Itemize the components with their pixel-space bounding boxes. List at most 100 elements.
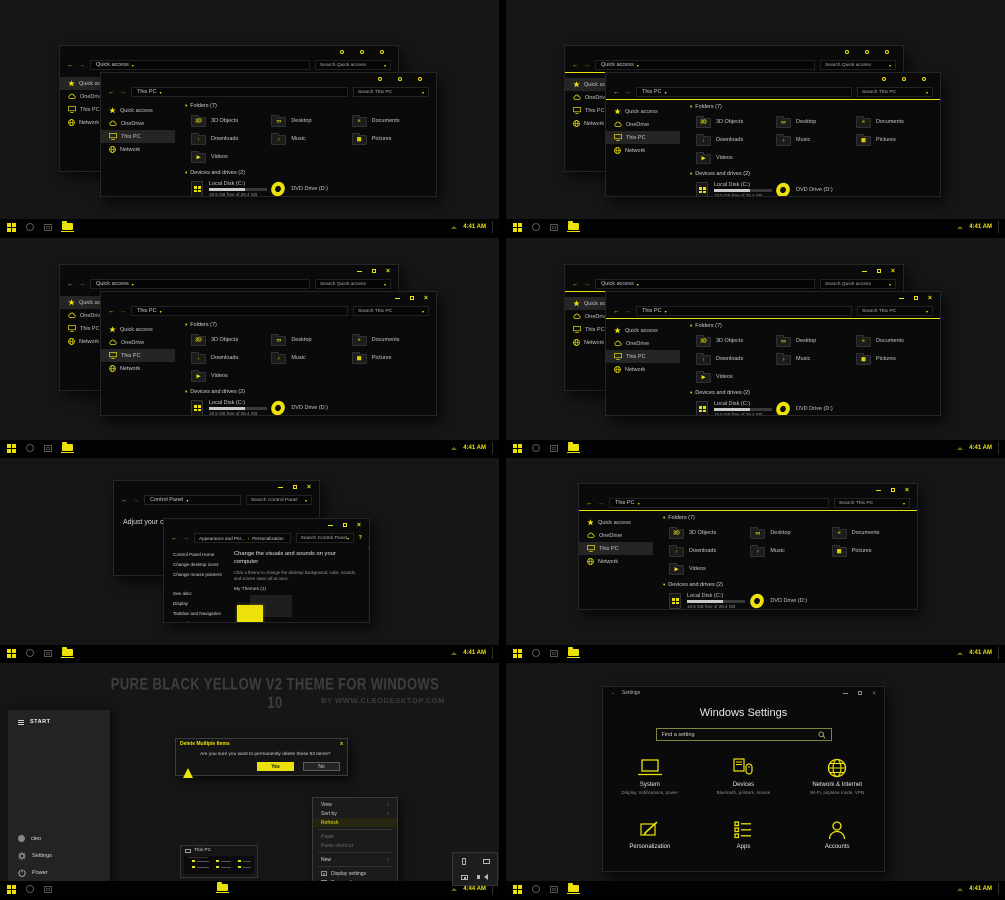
drive-tile-local-disk[interactable]: Local Disk (C:) 18.5 GB free of 29.4 GB [696, 398, 776, 415]
maximize-button[interactable] [865, 50, 869, 54]
maximize-button[interactable] [902, 77, 906, 81]
folder-tile-videos[interactable]: ▶ Videos [696, 149, 776, 167]
taskbar-clock[interactable]: 4:41 AM [969, 650, 992, 656]
sidebar-item-onedrive[interactable]: OneDrive [565, 310, 639, 323]
search-input[interactable]: Search This PC ▾ [834, 498, 910, 508]
window-titlebar[interactable]: × [101, 292, 436, 304]
sidebar-link[interactable]: Change mouse pointers [173, 572, 222, 577]
close-button[interactable] [885, 50, 889, 54]
start-button[interactable] [513, 884, 522, 894]
search-input[interactable]: Search This PC ▾ [353, 87, 429, 97]
folder-tile-videos[interactable]: ▶ Videos [669, 560, 750, 578]
window-titlebar[interactable]: × [114, 481, 319, 493]
task-view-button[interactable] [44, 649, 52, 657]
search-dropdown-icon[interactable]: ▾ [304, 497, 307, 503]
sidebar-item-this-pc[interactable]: This PC [565, 104, 639, 117]
maximize-button[interactable] [342, 523, 347, 527]
maximize-button[interactable] [409, 296, 414, 300]
folder-tile-downloads[interactable]: ↓ Downloads [696, 131, 776, 149]
folder-tile-music[interactable]: ♪ Music [776, 350, 856, 368]
sidebar-item-onedrive[interactable]: OneDrive [101, 336, 175, 349]
minimize-button[interactable] [843, 692, 849, 694]
maximize-button[interactable] [913, 296, 918, 300]
sidebar-item-onedrive[interactable]: OneDrive [60, 90, 134, 103]
sidebar-item-this-pc[interactable]: This PC [565, 323, 639, 336]
sidebar-item-network[interactable]: Network [606, 144, 680, 157]
task-view-button[interactable] [550, 885, 558, 893]
sidebar-item-network[interactable]: Network [101, 362, 175, 375]
sidebar-link[interactable]: Change desktop icons [173, 562, 219, 567]
search-dropdown-icon[interactable]: ▾ [347, 535, 350, 541]
scrollbar[interactable] [368, 545, 369, 622]
settings-tile-accounts[interactable]: Accounts [793, 820, 881, 852]
window-titlebar[interactable]: × [565, 46, 903, 58]
folder-tile-3d-objects[interactable]: 3D 3D Objects [696, 332, 776, 350]
close-button[interactable]: × [890, 267, 895, 275]
close-icon[interactable]: x [339, 740, 343, 747]
start-button[interactable] [7, 443, 16, 453]
breadcrumb-segment[interactable]: Personalization [252, 535, 284, 541]
task-view-button[interactable] [550, 444, 558, 452]
devices-group-header[interactable]: ▾ Devices and drives (2) [185, 168, 432, 178]
show-desktop-button[interactable] [998, 221, 1000, 233]
back-button[interactable]: ← [67, 61, 74, 69]
folder-tile-videos[interactable]: ▶ Videos [191, 367, 271, 385]
maximize-button[interactable] [398, 77, 402, 81]
sidebar-item-onedrive[interactable]: OneDrive [101, 117, 175, 130]
folders-group-header[interactable]: ▾ Folders (7) [663, 513, 913, 523]
search-dropdown-icon[interactable]: ▾ [421, 89, 424, 95]
keyboard-icon[interactable] [482, 858, 490, 864]
tray-expand-arrow[interactable] [451, 225, 458, 229]
sidebar-item-network[interactable]: Network [60, 335, 134, 348]
show-desktop-button[interactable] [998, 442, 1000, 454]
folder-tile-documents[interactable]: ≡ Documents [351, 331, 432, 349]
forward-button[interactable]: → [583, 280, 591, 288]
collapse-chevron-icon[interactable]: ▾ [663, 582, 666, 587]
sidebar-item-quick-access[interactable]: Quick access [606, 105, 680, 118]
context-menu-item-view[interactable]: View › [321, 801, 389, 808]
sidebar-item-onedrive[interactable]: OneDrive [606, 337, 680, 350]
forward-button[interactable]: → [624, 307, 632, 315]
address-bar[interactable]: Quick access ▾ [90, 279, 310, 289]
taskbar-thumbnail-preview[interactable]: This PC [180, 845, 258, 878]
file-explorer-taskbar-button[interactable] [61, 646, 74, 658]
search-input[interactable]: Search Control Panel ▾ [246, 495, 312, 505]
sidebar-link[interactable]: Ease of Access Center [173, 621, 228, 622]
maximize-button[interactable] [876, 269, 881, 273]
close-button[interactable]: × [872, 689, 876, 697]
drive-tile-local-disk[interactable]: Local Disk (C:) 18.5 GB free of 29.4 GB [191, 397, 271, 415]
folder-tile-3d-objects[interactable]: 3D 3D Objects [669, 524, 750, 542]
address-bar[interactable]: Control Panel ▾ [144, 495, 241, 505]
sidebar-item-quick-access[interactable]: Quick access [101, 323, 175, 336]
devices-group-header[interactable]: ▾ Devices and drives (2) [690, 388, 936, 398]
close-button[interactable] [380, 50, 384, 54]
folder-tile-desktop[interactable]: ▭ Desktop [750, 524, 831, 542]
address-bar[interactable]: This PC ▾ [131, 306, 348, 316]
yes-button[interactable]: Yes [257, 762, 294, 771]
folder-tile-pictures[interactable]: ▦ Pictures [831, 542, 913, 560]
window-titlebar[interactable]: × [579, 484, 917, 496]
minimize-button[interactable] [394, 297, 400, 299]
start-button[interactable] [513, 443, 522, 453]
tray-expand-arrow[interactable] [957, 651, 964, 655]
minimize-button[interactable] [378, 77, 382, 81]
collapse-chevron-icon[interactable]: ▾ [690, 171, 693, 176]
file-explorer-taskbar-button[interactable] [61, 220, 74, 232]
touchpad-icon[interactable] [460, 874, 468, 880]
close-button[interactable]: × [356, 521, 361, 529]
back-button[interactable]: ← [108, 88, 115, 96]
folders-group-header[interactable]: ▾ Folders (7) [185, 320, 432, 330]
minimize-button[interactable] [356, 270, 362, 272]
sidebar-item-quick-access[interactable]: Quick access [606, 324, 680, 337]
start-button[interactable] [7, 648, 16, 658]
sidebar-item-network[interactable]: Network [579, 555, 653, 568]
sidebar-item-this-pc[interactable]: This PC [101, 130, 175, 143]
search-dropdown-icon[interactable]: ▾ [888, 281, 891, 287]
back-button[interactable]: ← [572, 61, 579, 69]
task-view-button[interactable] [44, 223, 52, 231]
maximize-button[interactable] [360, 50, 364, 54]
folder-tile-music[interactable]: ♪ Music [750, 542, 831, 560]
tray-expand-arrow[interactable] [451, 887, 458, 891]
search-input[interactable]: Search This PC ▾ [353, 306, 429, 316]
window-titlebar[interactable]: × [606, 73, 940, 85]
